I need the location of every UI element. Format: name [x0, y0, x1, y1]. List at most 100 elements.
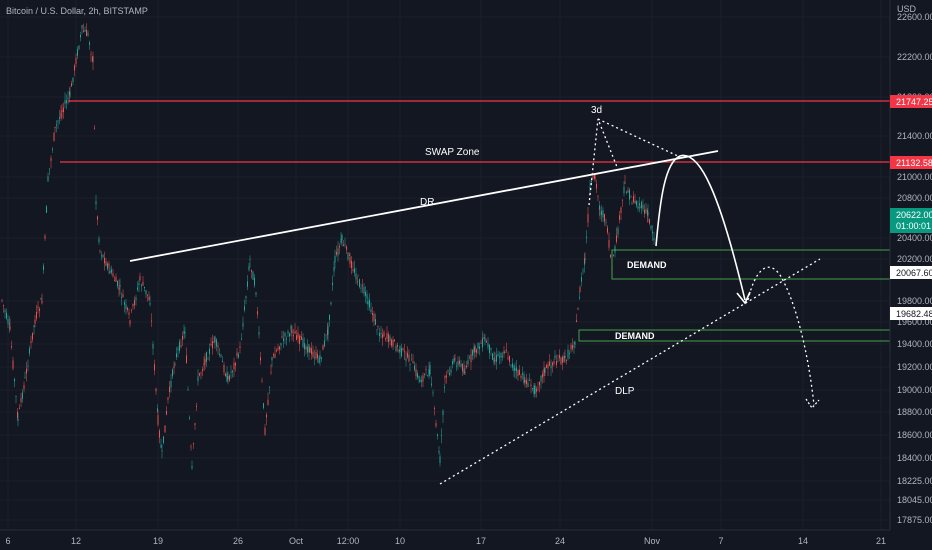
symbol-title[interactable]: Bitcoin / U.S. Dollar, 2h, BITSTAMP — [6, 6, 148, 16]
swap-zone-label: SWAP Zone — [425, 147, 480, 158]
candle-body — [189, 417, 190, 419]
candle-body — [214, 336, 216, 343]
candle-body — [380, 333, 382, 335]
candle-body — [392, 339, 394, 347]
candle-body — [388, 333, 389, 343]
candle-body — [305, 346, 307, 350]
candle-body — [196, 405, 197, 408]
candle-body — [14, 378, 15, 382]
candle-body — [180, 345, 182, 347]
dr-trendline[interactable] — [129, 150, 719, 262]
candle-body — [453, 358, 455, 363]
candle-body — [197, 376, 199, 382]
price-tag-level-mid-text: 20067.60 — [896, 268, 932, 278]
candle-body — [249, 259, 251, 260]
demand-lower-label: DEMAND — [615, 331, 655, 341]
candle-body — [370, 309, 372, 312]
candle-body — [269, 386, 270, 388]
candle-body — [124, 302, 125, 305]
dlp-trendline[interactable] — [439, 258, 821, 485]
candle-body — [22, 392, 23, 399]
candle-body — [341, 235, 343, 240]
candles — [1, 23, 655, 470]
candle-body — [360, 287, 362, 289]
candle-body — [194, 423, 196, 426]
candle-body — [46, 206, 47, 213]
candle-body — [489, 344, 490, 354]
candle-body — [49, 168, 50, 170]
candle-body — [484, 337, 486, 342]
candle-body — [570, 344, 572, 350]
candle-body — [512, 363, 513, 368]
candle-body — [399, 345, 401, 353]
candle-body — [417, 373, 418, 378]
candle-body — [203, 363, 205, 366]
candle-body — [64, 100, 66, 104]
candle-body — [502, 356, 503, 357]
currency-label: USD — [897, 4, 917, 14]
candle-body — [232, 370, 233, 372]
price-axis-tick: 18600.00 — [897, 430, 932, 440]
candle-body — [533, 386, 535, 394]
candle-body — [355, 273, 357, 280]
candle-body — [402, 348, 404, 351]
candle-body — [314, 356, 315, 358]
candle-body — [476, 349, 477, 353]
candle-body — [439, 456, 441, 464]
projected-path — [655, 154, 746, 301]
candle-body — [434, 408, 435, 409]
candle-body — [26, 368, 27, 374]
candle-body — [145, 290, 147, 295]
time-axis[interactable]: 6 12 19 26 Oct 12:00 10 17 24 Nov 7 14 21 — [5, 536, 886, 546]
candle-body — [407, 352, 408, 358]
price-axis[interactable] — [890, 0, 932, 530]
candle-body — [94, 127, 95, 129]
candle-body — [486, 341, 487, 343]
candle-body — [642, 204, 644, 210]
candle-body — [3, 305, 4, 306]
candle-body — [29, 348, 30, 354]
candle-body — [327, 326, 329, 335]
demand-upper-label: DEMAND — [627, 260, 667, 270]
candle-body — [187, 389, 189, 391]
candle-body — [202, 369, 203, 371]
candle-body — [520, 375, 522, 378]
candle-body — [213, 341, 215, 343]
candle-body — [605, 222, 607, 224]
candle-body — [109, 271, 111, 274]
price-tag-level-low-text: 19682.48 — [896, 309, 932, 319]
candle-body — [562, 356, 563, 363]
candle-body — [193, 443, 194, 445]
candle-body — [71, 83, 72, 87]
candle-body — [132, 304, 134, 307]
candle-body — [98, 238, 100, 243]
candle-body — [479, 346, 480, 349]
candle-body — [363, 287, 365, 294]
candle-body — [137, 287, 138, 290]
candle-body — [477, 343, 479, 349]
candle-body — [104, 257, 105, 264]
candle-body — [266, 414, 267, 418]
candle-body — [149, 302, 151, 305]
candle-body — [577, 308, 579, 310]
candle-body — [294, 331, 296, 334]
candle-body — [334, 256, 336, 263]
candle-body — [519, 369, 520, 375]
candle-body — [147, 294, 148, 296]
candle-body — [414, 365, 415, 370]
time-axis-tick: 17 — [476, 536, 486, 546]
candle-body — [352, 269, 354, 271]
candle-body — [161, 450, 163, 452]
candle-body — [631, 202, 633, 204]
candle-body — [559, 355, 560, 359]
candle-body — [527, 382, 529, 387]
candle-body — [597, 195, 599, 197]
candle-body — [127, 307, 128, 310]
candle-body — [118, 287, 120, 290]
candle-body — [394, 339, 395, 342]
candle-body — [432, 392, 434, 394]
candle-body — [54, 126, 56, 129]
candle-body — [422, 375, 424, 382]
candle-body — [43, 265, 44, 270]
